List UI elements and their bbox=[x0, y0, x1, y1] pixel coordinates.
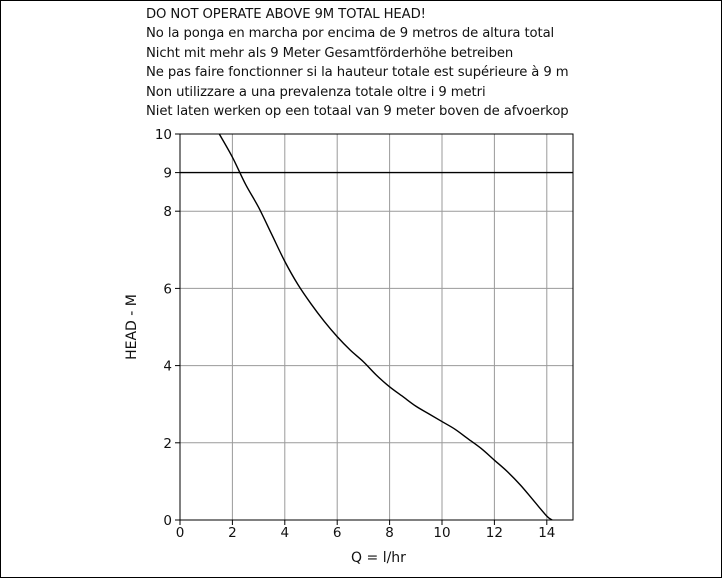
x-tick-label-10: 10 bbox=[433, 525, 450, 541]
plot-layer bbox=[179, 133, 574, 521]
warning-text-block: DO NOT OPERATE ABOVE 9M TOTAL HEAD! No l… bbox=[146, 5, 569, 121]
vertical-gridlines bbox=[231, 134, 548, 520]
y-tick-label-9: 9 bbox=[163, 166, 172, 182]
x-tick-labels: 0 2 4 6 8 10 12 14 bbox=[176, 520, 555, 541]
warning-line-fr: Ne pas faire fonctionner si la hauteur t… bbox=[146, 65, 569, 81]
y-tick-label-8: 8 bbox=[163, 204, 172, 220]
warning-line-de: Nicht mit mehr als 9 Meter Gesamtförderh… bbox=[146, 45, 514, 61]
y-tick-label-10: 10 bbox=[155, 127, 172, 143]
x-tick-label-6: 6 bbox=[333, 525, 342, 541]
warning-line-es: No la ponga en marcha por encima de 9 me… bbox=[146, 26, 555, 42]
warning-line-nl: Niet laten werken op een totaal van 9 me… bbox=[146, 104, 569, 120]
y-tick-labels: 0 2 4 6 8 9 10 bbox=[155, 127, 180, 529]
horizontal-gridlines bbox=[180, 210, 573, 444]
x-tick-label-12: 12 bbox=[486, 525, 503, 541]
y-tick-label-6: 6 bbox=[163, 281, 172, 297]
pump-curve-line bbox=[218, 133, 553, 521]
y-tick-label-4: 4 bbox=[163, 359, 172, 375]
plot-border bbox=[179, 133, 574, 521]
x-tick-label-14: 14 bbox=[538, 525, 555, 541]
y-axis-title: HEAD - M bbox=[124, 294, 140, 360]
x-tick-label-0: 0 bbox=[176, 525, 185, 541]
x-tick-label-2: 2 bbox=[228, 525, 237, 541]
y-tick-label-0: 0 bbox=[163, 513, 172, 529]
warning-line-it: Non utilizzare a una prevalenza totale o… bbox=[146, 84, 486, 100]
warning-line-en: DO NOT OPERATE ABOVE 9M TOTAL HEAD! bbox=[146, 7, 426, 22]
x-axis-title: Q = l/hr bbox=[351, 550, 406, 566]
x-tick-label-4: 4 bbox=[281, 525, 290, 541]
x-tick-label-8: 8 bbox=[385, 525, 394, 541]
y-tick-label-2: 2 bbox=[163, 436, 172, 452]
